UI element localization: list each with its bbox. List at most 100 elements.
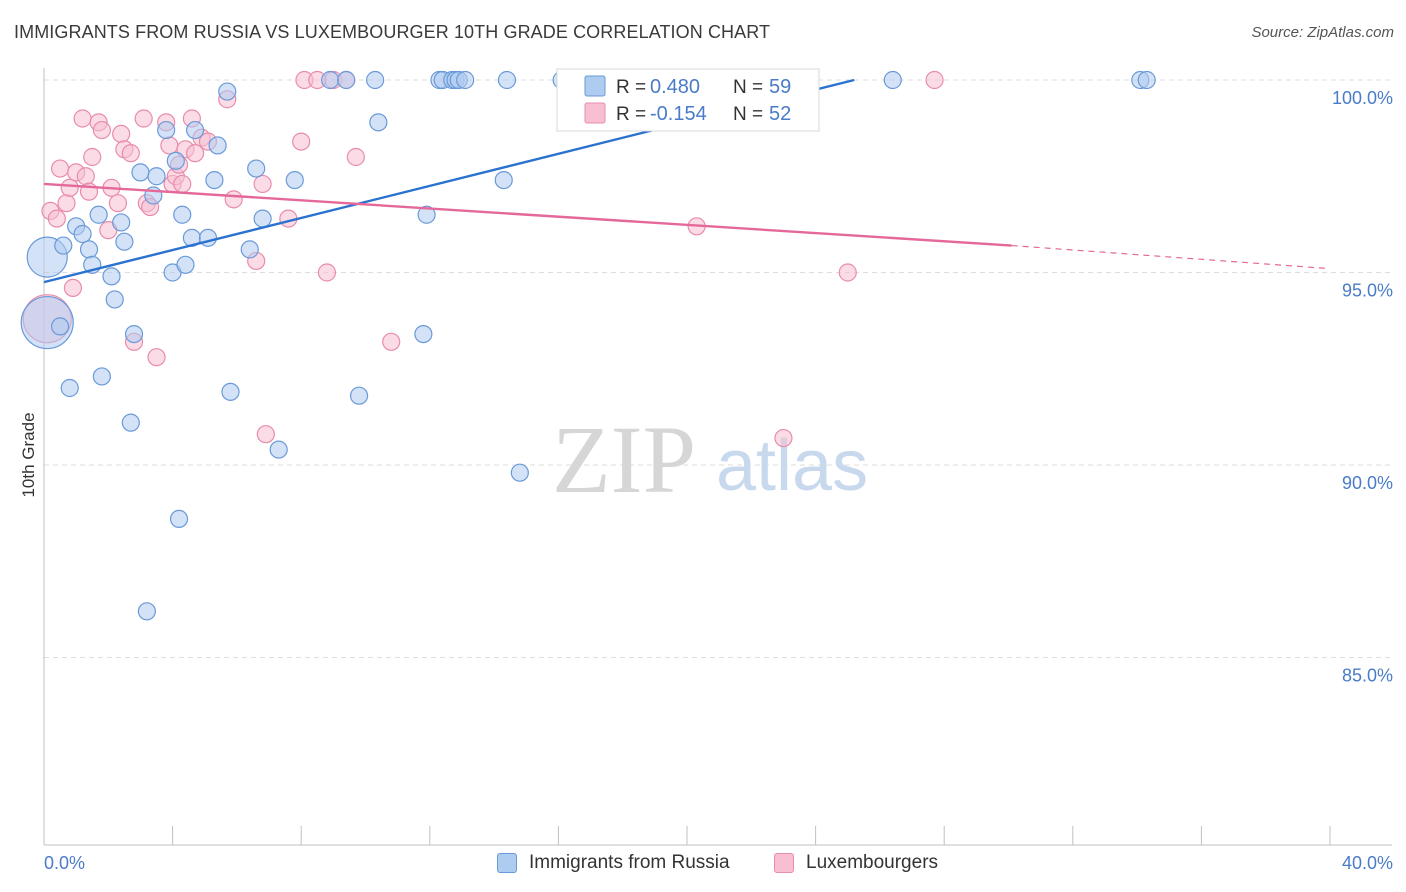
data-point xyxy=(218,82,237,101)
data-point xyxy=(176,255,195,274)
legend-swatch-pink xyxy=(584,102,606,124)
axes xyxy=(43,68,1392,846)
legend-r-value: 0.480 xyxy=(650,76,700,98)
data-point xyxy=(50,159,70,178)
data-point xyxy=(838,263,857,282)
data-point xyxy=(131,163,150,182)
trend-line-luxembourgers-extension xyxy=(1011,244,1331,270)
data-point xyxy=(173,174,192,194)
y-tick-label: 90.0% xyxy=(1342,473,1393,493)
data-point xyxy=(102,267,121,286)
watermark-zip: ZIP xyxy=(552,406,696,513)
data-point xyxy=(115,232,134,251)
data-point xyxy=(60,378,79,398)
tick-labels: 100.0% 95.0% 90.0% 85.0% 0.0% 40.0% xyxy=(44,88,1393,873)
data-point xyxy=(73,224,92,244)
data-point xyxy=(147,167,166,186)
legend-r-label: R = xyxy=(616,77,646,98)
data-point xyxy=(134,109,153,128)
watermark: ZIP atlas xyxy=(552,406,868,513)
data-point xyxy=(76,167,95,186)
data-point xyxy=(883,70,902,90)
data-point xyxy=(382,332,401,351)
data-point xyxy=(169,509,189,529)
data-point xyxy=(205,171,224,190)
data-point xyxy=(510,463,529,482)
data-point xyxy=(414,325,433,344)
series-immigrants-from-russia xyxy=(20,70,1156,621)
y-axis-label: 10th Grade xyxy=(19,412,38,497)
data-point xyxy=(253,174,272,194)
data-point xyxy=(317,263,337,282)
data-point xyxy=(349,386,369,405)
data-point xyxy=(186,120,205,140)
data-point xyxy=(253,209,272,228)
y-tick-label: 100.0% xyxy=(1332,88,1393,108)
data-point xyxy=(60,178,79,197)
data-point xyxy=(108,194,128,213)
x-tick-label: 0.0% xyxy=(44,853,85,873)
data-point xyxy=(79,240,99,259)
data-point xyxy=(147,348,166,367)
legend-label-luxembourgers: Luxembourgers xyxy=(806,852,939,873)
legend-r-label: R = xyxy=(616,104,646,125)
data-point xyxy=(157,120,176,140)
data-point xyxy=(83,147,102,167)
data-point xyxy=(73,109,92,128)
data-point xyxy=(497,70,517,90)
data-point xyxy=(105,290,124,309)
correlation-legend: R = 0.480 N = 59 R = -0.154 N = 52 xyxy=(556,68,820,132)
legend-swatch-blue xyxy=(584,75,606,97)
data-point xyxy=(369,113,388,132)
data-point xyxy=(494,171,513,190)
trend-line-luxembourgers xyxy=(43,182,1012,247)
data-point xyxy=(925,70,944,90)
data-point xyxy=(221,382,240,401)
data-point xyxy=(173,205,192,224)
data-point xyxy=(208,136,227,155)
legend-n-value: 59 xyxy=(769,76,791,98)
data-point xyxy=(20,295,74,350)
source-label: Source: ZipAtlas.com xyxy=(1251,24,1394,41)
legend-n-label: N = xyxy=(733,104,763,125)
data-point xyxy=(89,205,108,224)
data-point xyxy=(121,413,140,432)
data-point xyxy=(124,325,144,344)
series-luxembourgers xyxy=(22,70,944,448)
data-point xyxy=(57,194,76,213)
data-point xyxy=(224,190,243,209)
data-point xyxy=(112,213,131,232)
legend-label-russia: Immigrants from Russia xyxy=(529,852,730,873)
data-point xyxy=(92,120,111,140)
data-point xyxy=(186,144,205,163)
data-point xyxy=(166,151,185,170)
data-point xyxy=(63,278,83,297)
data-point xyxy=(137,602,156,621)
series-legend: Immigrants from Russia Luxembourgers xyxy=(0,850,1406,880)
y-tick-label: 85.0% xyxy=(1342,666,1393,686)
y-tick-label: 95.0% xyxy=(1342,281,1393,301)
data-point xyxy=(774,428,793,448)
legend-item-luxembourgers: Luxembourgers xyxy=(774,852,938,874)
chart-title: IMMIGRANTS FROM RUSSIA VS LUXEMBOURGER 1… xyxy=(14,22,771,42)
legend-n-label: N = xyxy=(733,77,763,98)
legend-swatch-russia xyxy=(497,853,517,873)
data-point xyxy=(292,132,311,151)
legend-swatch-luxembourgers xyxy=(774,853,794,873)
legend-n-value: 52 xyxy=(769,103,791,125)
data-point xyxy=(121,144,140,163)
data-point xyxy=(247,159,266,178)
data-point xyxy=(321,70,340,90)
data-point xyxy=(417,205,436,224)
data-point xyxy=(112,124,131,143)
legend-item-russia: Immigrants from Russia xyxy=(497,852,730,874)
data-point xyxy=(50,317,70,336)
data-point xyxy=(240,240,259,259)
data-point xyxy=(456,70,475,90)
gridlines xyxy=(44,79,1392,658)
data-point xyxy=(160,136,179,155)
x-tick-label: 40.0% xyxy=(1342,853,1393,873)
data-point xyxy=(92,367,111,386)
data-point xyxy=(269,440,288,459)
